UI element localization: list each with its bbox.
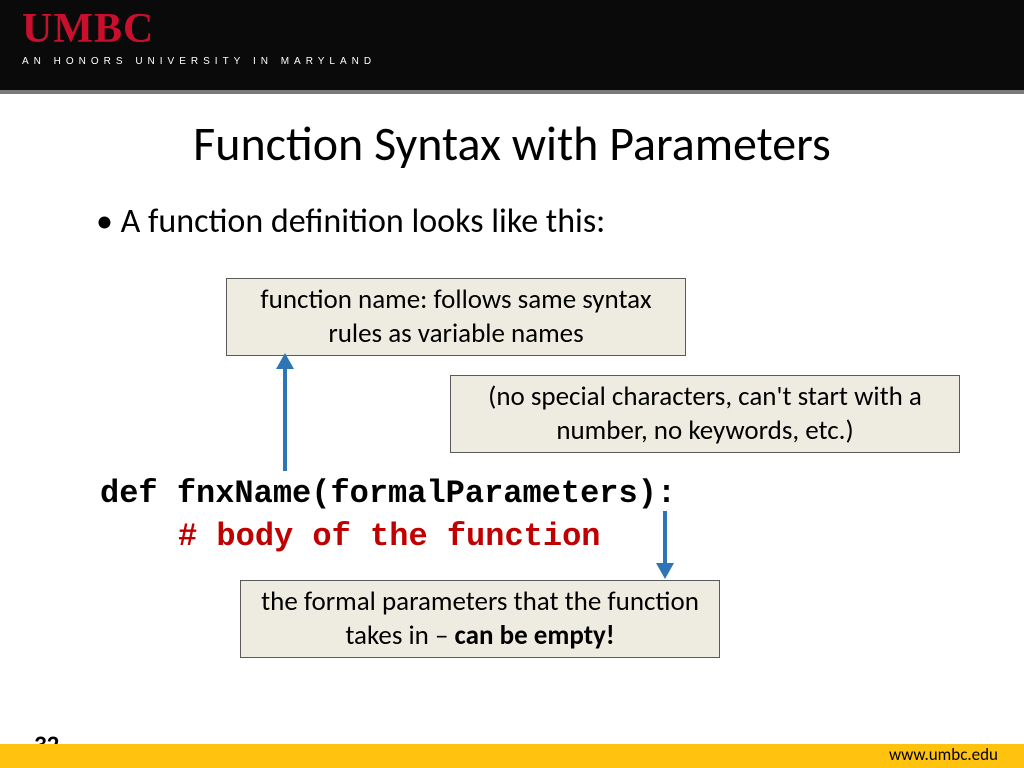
tagline-text: AN HONORS UNIVERSITY IN MARYLAND (22, 56, 1002, 67)
code-line-comment: # body of the function (178, 515, 676, 558)
callout-rules: (no special characters, can't start with… (450, 375, 960, 453)
footer-url: www.umbc.edu (889, 744, 998, 765)
bullet-text: A function definition looks like this: (96, 201, 984, 242)
umbc-logo: UMBC (22, 8, 1002, 50)
callout-parameters: the formal parameters that the function … (240, 580, 720, 658)
yellow-bar: www.umbc.edu (0, 744, 1024, 768)
slide-title: Function Syntax with Parameters (40, 114, 984, 173)
arrow-down-icon (650, 511, 680, 581)
slide-content: Function Syntax with Parameters A functi… (0, 94, 1024, 242)
code-block: def fnxName(formalParameters): # body of… (100, 472, 676, 558)
callout-function-name: function name: follows same syntax rules… (226, 278, 686, 356)
code-line-def: def fnxName(formalParameters): (100, 472, 676, 515)
arrow-up-icon (270, 353, 300, 473)
footer: 32 www.umbc.edu (0, 744, 1024, 768)
callout-parameters-bold: can be empty! (455, 619, 615, 652)
header-bar: UMBC AN HONORS UNIVERSITY IN MARYLAND (0, 0, 1024, 90)
